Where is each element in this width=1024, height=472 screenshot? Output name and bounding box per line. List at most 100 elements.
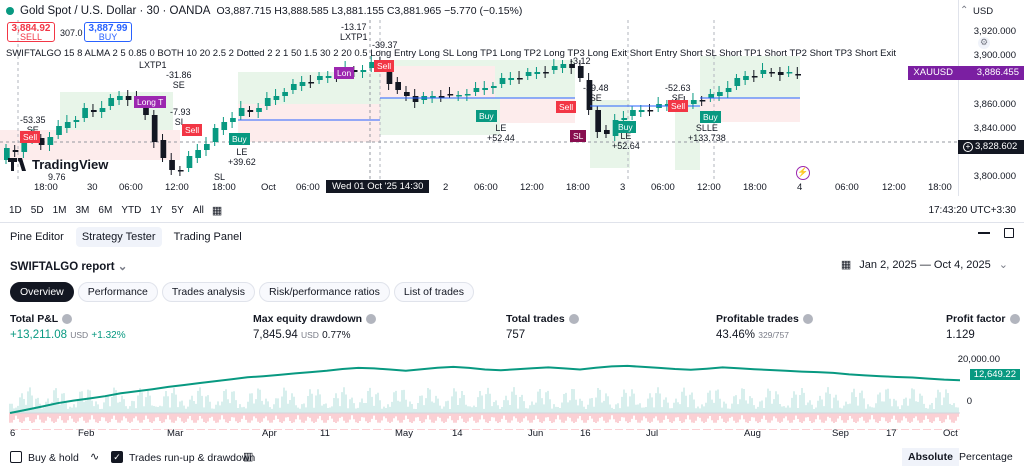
range-1m[interactable]: 1M <box>52 204 67 216</box>
metric-total-pnl: Total P&L +13,211.08 USD +1.32% <box>10 313 126 341</box>
symbol-header: Gold Spot / U.S. Dollar · 30 · OANDA O3,… <box>6 5 522 17</box>
time-tick: 18:00 <box>566 182 590 193</box>
subtab-performance[interactable]: Performance <box>77 282 158 302</box>
candle-body <box>499 78 506 84</box>
se-text: SE <box>589 93 602 103</box>
candlestick-chart[interactable] <box>0 0 960 196</box>
subtab-list-of-trades[interactable]: List of trades <box>393 282 475 302</box>
equity-line <box>9 364 961 414</box>
toggle-absolute[interactable]: Absolute <box>902 448 959 466</box>
range-1d[interactable]: 1D <box>9 204 22 216</box>
runup-checkbox[interactable]: ✓ <box>111 451 123 463</box>
candle-body <box>325 76 332 78</box>
maximize-icon[interactable] <box>1004 228 1014 238</box>
chevron-down-icon[interactable]: ⌄ <box>117 261 128 273</box>
se-label: -52.63 SE <box>665 83 691 103</box>
price-chart[interactable]: Gold Spot / U.S. Dollar · 30 · OANDA O3,… <box>0 0 1024 196</box>
minimize-icon[interactable] <box>978 232 990 234</box>
spread-value: 307.0 <box>60 28 83 38</box>
calendar-icon: ▦ <box>840 259 852 271</box>
equity-x-tick: Mar <box>167 428 184 439</box>
buy-signal-tag: Buy <box>700 111 721 123</box>
le-label: LE +52.44 <box>487 123 515 143</box>
le-label: LE +39.62 <box>228 147 256 167</box>
info-icon[interactable] <box>802 314 813 324</box>
range-1y[interactable]: 1Y <box>150 204 163 216</box>
range-ytd[interactable]: YTD <box>121 204 142 216</box>
time-axis[interactable]: 18:00 30 06:00 12:00 18:00 Oct 06:00 Wed… <box>0 180 958 194</box>
clock-timezone[interactable]: 17:43:20 UTC+3:30 <box>928 204 1016 216</box>
candle-body <box>290 84 297 90</box>
time-tick: 06:00 <box>651 182 675 193</box>
profit-factor-value: 1.129 <box>946 329 975 341</box>
metric-profit-factor: Profit factor 1.129 <box>946 313 1020 341</box>
calendar-range-icon[interactable]: ▦ <box>211 204 223 217</box>
lightning-icon[interactable]: ⚡ <box>796 166 810 180</box>
range-5y[interactable]: 5Y <box>171 204 184 216</box>
candle-body <box>621 118 628 120</box>
tradingview-logo: TradingView <box>8 157 108 172</box>
info-icon[interactable] <box>568 314 579 324</box>
candle-body <box>195 150 201 158</box>
sell-button[interactable]: 3,884.92 SELL <box>7 22 55 42</box>
plus-icon[interactable]: + <box>963 142 973 152</box>
report-title[interactable]: SWIFTALGO report ⌄ <box>10 259 127 273</box>
buy-label: BUY <box>98 32 118 42</box>
range-5d[interactable]: 5D <box>30 204 44 216</box>
settings-icon[interactable]: ⚙ <box>978 37 990 49</box>
equity-x-tick: 14 <box>452 428 463 439</box>
tab-strategy-tester[interactable]: Strategy Tester <box>75 227 162 247</box>
subtab-risk-ratios[interactable]: Risk/performance ratios <box>259 282 390 302</box>
chevron-up-icon[interactable]: ⌃ <box>960 5 969 16</box>
time-tick: 18:00 <box>743 182 767 193</box>
candle-body <box>586 80 593 110</box>
tab-trading-panel[interactable]: Trading Panel <box>173 231 242 243</box>
date-range-picker[interactable]: ▦ Jan 2, 2025 — Oct 4, 2025 ⌄ <box>840 258 1008 272</box>
indicator-legend[interactable]: SWIFTALGO 15 8 ALMA 2 5 0.85 0 BOTH 10 2… <box>6 48 897 59</box>
candle-body <box>90 110 97 112</box>
info-icon[interactable] <box>1009 314 1020 324</box>
range-all[interactable]: All <box>192 204 204 216</box>
candle-body <box>490 86 497 88</box>
symbol-title[interactable]: Gold Spot / U.S. Dollar · 30 · OANDA <box>20 5 211 17</box>
buy-hold-checkbox[interactable] <box>10 451 22 463</box>
buy-button[interactable]: 3,887.99 BUY <box>84 22 132 42</box>
candle-body <box>282 92 288 96</box>
info-icon[interactable] <box>366 314 377 324</box>
sl-text: SL <box>174 117 186 127</box>
value-label: +39.62 <box>228 157 256 167</box>
lxtp1-left-label: LXTP1 <box>139 60 167 70</box>
sl-label: -7.93 SL <box>170 107 191 127</box>
subtab-overview[interactable]: Overview <box>10 282 74 302</box>
time-tick: 06:00 <box>119 182 143 193</box>
price-tick: 3,920.000 <box>973 26 1016 37</box>
value-label: +52.44 <box>487 133 515 143</box>
candle-body <box>12 150 19 152</box>
sl-tag: SL <box>570 130 587 142</box>
buy-signal-tag: Buy <box>476 110 497 122</box>
candle-body <box>21 142 28 152</box>
price-axis[interactable]: USD 3,920.000 3,900.000 3,860.000 3,840.… <box>958 0 1024 196</box>
subtab-trades-analysis[interactable]: Trades analysis <box>161 282 256 302</box>
metric-label: Total trades <box>506 313 565 325</box>
buy-hold-label[interactable]: Buy & hold <box>28 452 79 464</box>
equity-chart[interactable]: 20,000.00 12,649.22 0 <box>0 352 1024 433</box>
last-price-tag: 3,886.455 <box>958 66 1024 80</box>
toggle-percentage[interactable]: Percentage <box>959 451 1013 463</box>
range-3m[interactable]: 3M <box>75 204 90 216</box>
equity-x-tick: 11 <box>320 428 330 439</box>
equity-x-tick: May <box>395 428 413 439</box>
info-icon[interactable] <box>62 314 73 324</box>
report-subtabs: Overview Performance Trades analysis Ris… <box>10 282 475 302</box>
runup-label[interactable]: Trades run-up & drawdown <box>129 452 256 464</box>
value-label: -3.12 <box>570 56 591 66</box>
value-label: -53.35 <box>20 115 46 125</box>
candle-body <box>543 72 549 74</box>
se-text: SE <box>671 93 684 103</box>
total-pnl-pct: +1.32% <box>91 330 126 341</box>
currency-label[interactable]: USD <box>973 6 994 17</box>
tab-pine-editor[interactable]: Pine Editor <box>10 231 64 243</box>
candle-body <box>4 148 10 160</box>
range-6m[interactable]: 6M <box>98 204 113 216</box>
lxtp1-value: -13.17 <box>340 22 367 32</box>
